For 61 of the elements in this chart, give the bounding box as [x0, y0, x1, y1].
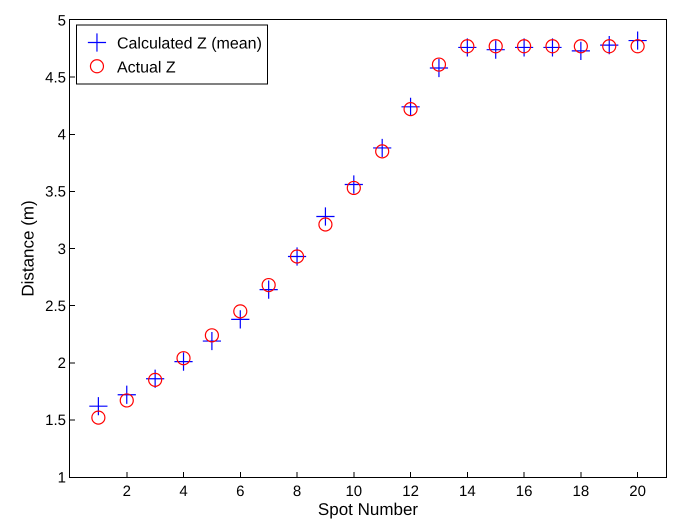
point: [628, 30, 648, 50]
point: [344, 174, 364, 194]
point: [486, 40, 506, 60]
x-tick-label: 18: [572, 483, 590, 500]
legend-label: Calculated Z (mean): [116, 36, 262, 53]
y-tick-label: 2: [58, 355, 66, 372]
point: [346, 180, 361, 196]
point: [488, 39, 503, 54]
point: [145, 369, 165, 388]
point: [117, 385, 136, 404]
point: [542, 38, 562, 58]
point: [230, 310, 250, 330]
point: [318, 217, 333, 232]
point: [630, 39, 645, 54]
x-tick-label: 20: [629, 483, 646, 500]
y-tick-label: 5: [58, 12, 66, 30]
point: [174, 352, 194, 372]
x-tick-label: 10: [345, 483, 362, 500]
x-tick-label: 2: [122, 483, 131, 500]
point: [429, 58, 449, 78]
x-tick-label: 16: [516, 483, 532, 500]
point: [176, 351, 191, 366]
point: [545, 39, 560, 54]
point: [316, 206, 336, 226]
point: [262, 278, 276, 292]
point: [202, 331, 222, 351]
point: [400, 97, 420, 117]
legend-label: Actual Z: [116, 60, 176, 77]
point: [403, 102, 418, 116]
point: [204, 328, 219, 342]
point: [600, 35, 619, 55]
point: [460, 39, 474, 54]
y-tick-label: 3.5: [45, 184, 66, 201]
y-tick-label: 4.5: [45, 69, 66, 86]
point: [91, 410, 106, 425]
x-axis-title: Spot Number: [318, 500, 418, 519]
x-tick-label: 8: [292, 483, 302, 500]
point: [517, 39, 532, 54]
point: [571, 41, 591, 61]
point: [602, 39, 616, 54]
point: [458, 38, 478, 58]
point: [514, 38, 534, 58]
point: [258, 280, 278, 300]
x-tick-label: 14: [458, 483, 476, 500]
point: [372, 138, 392, 158]
point: [375, 144, 390, 158]
x-tick-label: 6: [236, 483, 244, 500]
y-tick-label: 3: [58, 240, 66, 258]
y-axis-title: Distance (m): [18, 200, 38, 297]
x-tick-label: 4: [179, 483, 188, 500]
y-tick-label: 1.5: [45, 412, 66, 430]
point: [148, 372, 162, 387]
x-tick-label: 12: [402, 483, 419, 500]
y-tick-label: 2.5: [45, 298, 66, 315]
point: [432, 57, 446, 72]
point: [120, 393, 134, 408]
point: [88, 396, 108, 416]
y-tick-label: 4: [58, 126, 66, 144]
point: [233, 304, 248, 318]
y-tick-label: 1: [58, 469, 66, 486]
point: [574, 39, 588, 54]
